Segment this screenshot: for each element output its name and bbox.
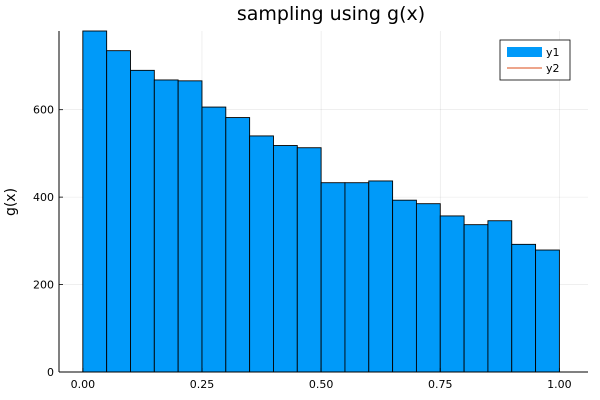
x-tick-label: 0.00: [71, 378, 96, 391]
histogram-bar: [392, 199, 417, 373]
legend-label: y1: [546, 46, 560, 59]
histogram-bar: [463, 224, 489, 373]
y-tick-label: 400: [33, 191, 54, 204]
y-tick-label: 600: [33, 104, 54, 117]
histogram-bar: [439, 215, 465, 373]
x-tick-label: 1.00: [547, 378, 572, 391]
histogram-bar: [225, 117, 251, 373]
histogram-bar: [511, 243, 537, 373]
x-tick-label: 0.50: [309, 378, 334, 391]
x-tick-label: 0.75: [428, 378, 453, 391]
histogram-bar: [130, 69, 155, 373]
histogram-bar: [273, 145, 298, 373]
y-tick-label: 200: [33, 279, 54, 292]
chart-title: sampling using g(x): [237, 3, 425, 25]
histogram-bar: [344, 182, 370, 373]
histogram-bar: [249, 135, 274, 373]
y-tick-label: 0: [47, 366, 54, 379]
histogram-bar: [153, 79, 179, 373]
legend-swatch: [507, 47, 542, 57]
histogram-bar: [106, 50, 131, 373]
y-axis-label: g(x): [3, 188, 19, 216]
histogram-bar: [535, 249, 560, 373]
histogram-bar: [368, 180, 394, 373]
histogram-bar: [201, 106, 227, 373]
histogram-bar: [296, 147, 322, 373]
legend-box: [499, 39, 571, 81]
legend-label: y2: [546, 62, 560, 75]
histogram-bar: [320, 182, 346, 373]
histogram-bar: [82, 30, 108, 373]
histogram-bar: [415, 203, 441, 373]
y-ticks: 0 200 400 600: [33, 104, 63, 379]
histogram-bar: [177, 80, 203, 373]
x-ticks: 0.00 0.25 0.50 0.75 1.00: [71, 368, 572, 391]
axes: [58, 31, 588, 373]
bars: [82, 30, 560, 373]
x-tick-label: 0.25: [190, 378, 215, 391]
histogram-bar: [487, 220, 513, 373]
